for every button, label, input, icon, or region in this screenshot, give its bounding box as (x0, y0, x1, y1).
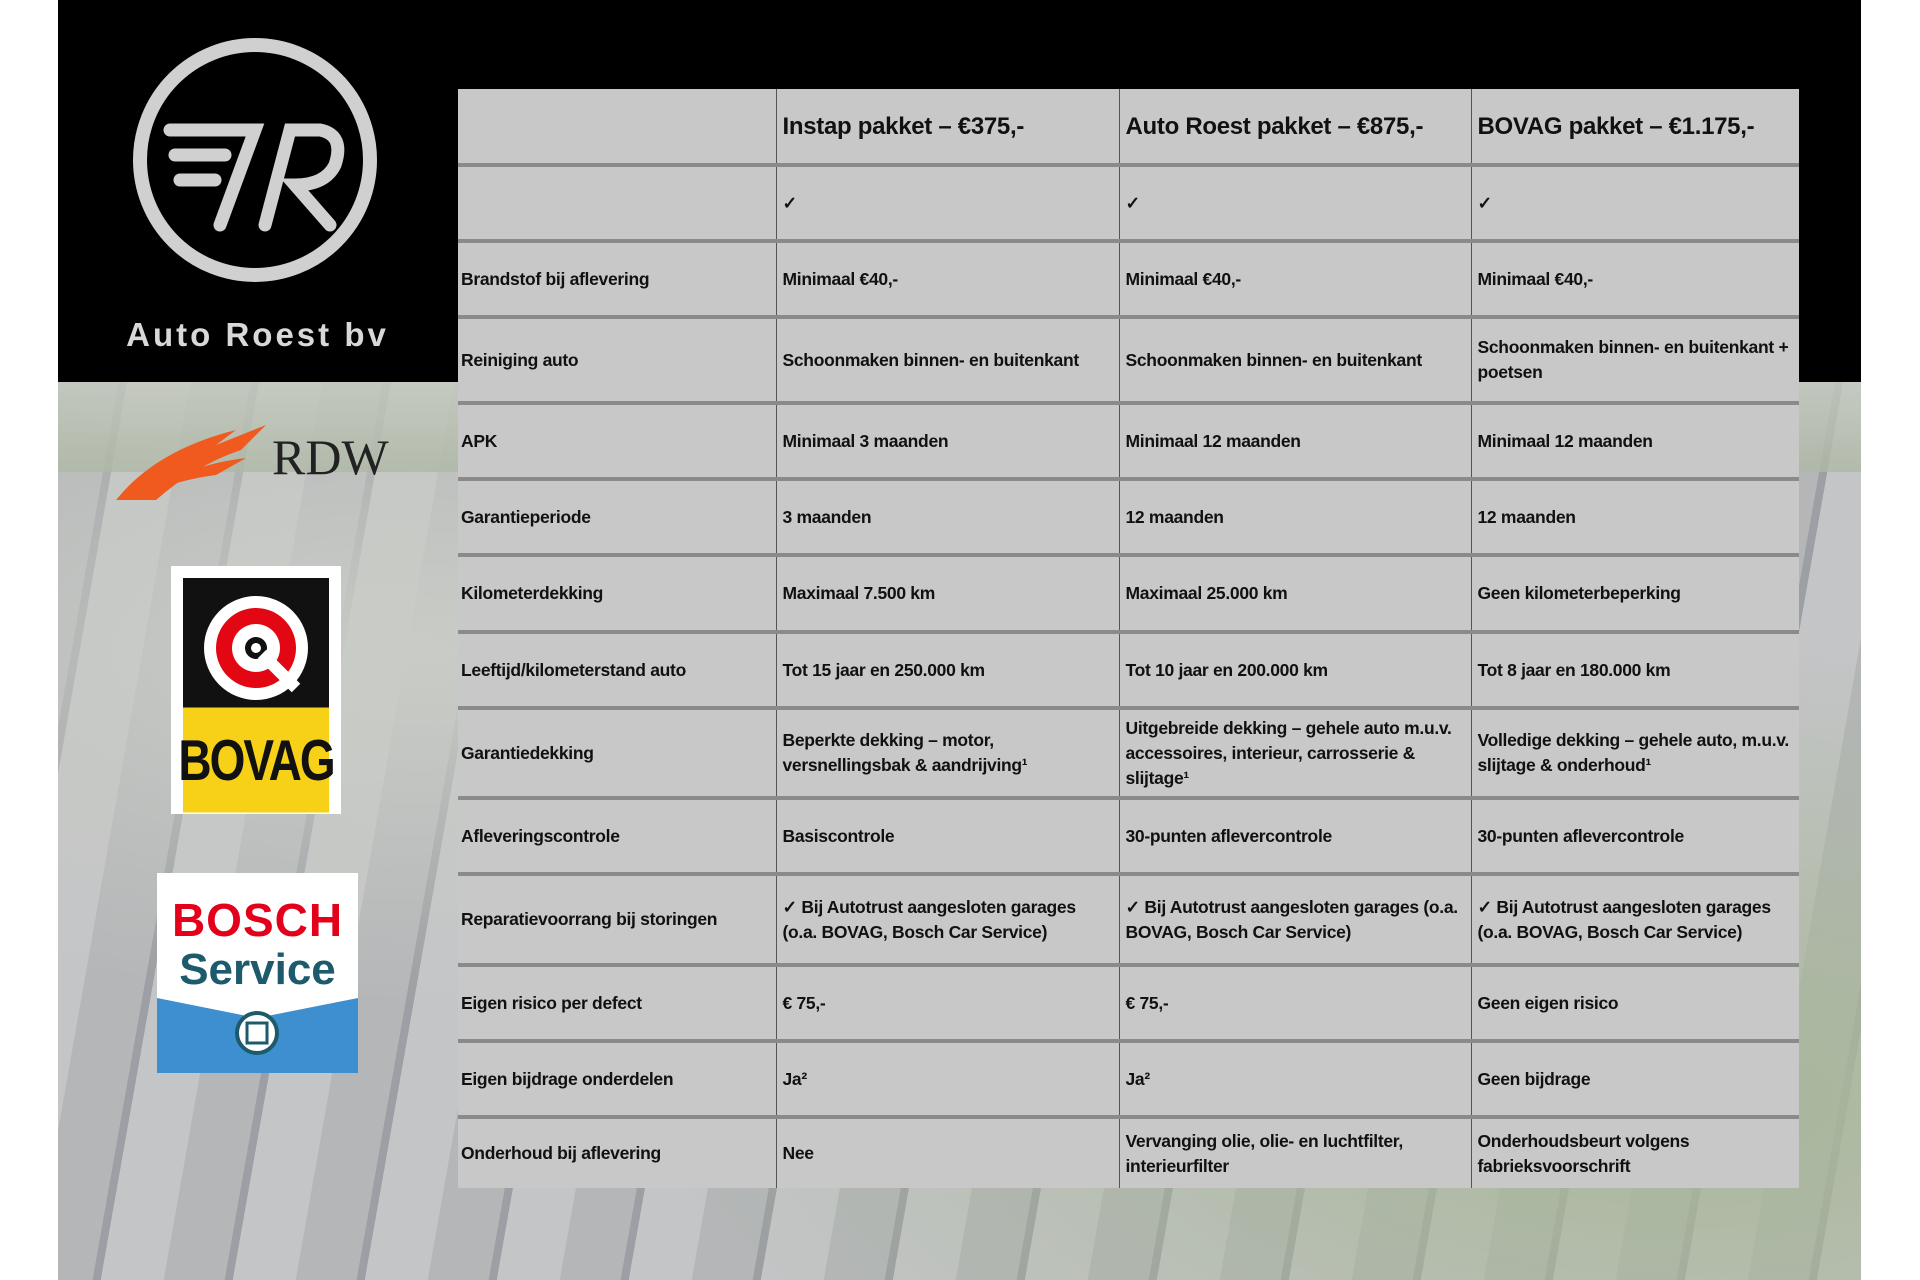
table-row: Onderhoud bij aflevering Nee Vervanging ol… (458, 1115, 1799, 1188)
row-label: Onderhoud bij aflevering (458, 1115, 776, 1188)
table-cell: ✓ Bij Autotrust aangesloten garages (o.a… (1470, 872, 1799, 965)
row-label (458, 163, 776, 241)
row-label: Eigen risico per defect (458, 963, 776, 1041)
rdw-text: RDW (272, 429, 389, 485)
table-cell: Schoonmaken binnen- en buitenkant + poet… (1470, 315, 1799, 403)
table-cell: Beperkte dekking – motor, versnellingsba… (775, 706, 1119, 798)
table-cell: Minimaal €40,- (775, 239, 1119, 317)
table-cell: Uitgebreide dekking – gehele auto m.u.v.… (1118, 706, 1471, 798)
table-cell: Maximaal 25.000 km (1118, 553, 1471, 632)
auto-roest-logo (133, 38, 377, 282)
bosch-armature-icon (157, 998, 358, 1073)
bovag-emblem-icon (204, 596, 308, 700)
column-header: Auto Roest pakket – €875,- (1118, 89, 1471, 165)
table-row: Garantiedekking Beperkte dekking – motor,… (458, 706, 1799, 798)
table-cell: Tot 10 jaar en 200.000 km (1118, 630, 1471, 708)
bovag-text: BOVAG (178, 707, 336, 813)
table-row: APK Minimaal 3 maanden Minimaal 12 maanden… (458, 401, 1799, 479)
row-label: Reiniging auto (458, 315, 776, 403)
table-cell: ✓ Bij Autotrust aangesloten garages (o.a… (775, 872, 1119, 965)
table-cell: ✓ (775, 163, 1119, 241)
package-comparison-table: Instap pakket – €375,- Auto Roest pakket … (458, 89, 1799, 1188)
table-cell: 12 maanden (1470, 477, 1799, 555)
table-cell: Ja² (1118, 1039, 1471, 1117)
table-cell: 12 maanden (1118, 477, 1471, 555)
table-cell: € 75,- (1118, 963, 1471, 1041)
table-cell: Geen eigen risico (1470, 963, 1799, 1041)
table-cell: Ja² (775, 1039, 1119, 1117)
table-row: Eigen risico per defect € 75,- € 75,- Geen … (458, 963, 1799, 1041)
table-cell: Minimaal €40,- (1118, 239, 1471, 317)
service-text: Service (179, 945, 336, 994)
table-row: Reparatievoorrang bij storingen ✓ Bij Aut… (458, 872, 1799, 965)
table-cell: Schoonmaken binnen- en buitenkant (1118, 315, 1471, 403)
bosch-text: BOSCH (171, 894, 344, 946)
row-label: Afleveringscontrole (458, 796, 776, 874)
table-row: Leeftijd/kilometerstand auto Tot 15 jaar … (458, 630, 1799, 708)
bosch-service-logo: BOSCH Service (157, 873, 358, 1073)
table-cell: Minimaal 12 maanden (1470, 401, 1799, 479)
column-header (458, 89, 776, 165)
rdw-logo (116, 425, 266, 500)
table-header-row: Instap pakket – €375,- Auto Roest pakket … (458, 89, 1799, 165)
table-cell: ✓ (1118, 163, 1471, 241)
table-cell: Minimaal 3 maanden (775, 401, 1119, 479)
row-label: Reparatievoorrang bij storingen (458, 872, 776, 965)
table-cell: 3 maanden (775, 477, 1119, 555)
row-label: APK (458, 401, 776, 479)
table-row: Brandstof bij aflevering Minimaal €40,- Mi… (458, 239, 1799, 317)
table-row: Kilometerdekking Maximaal 7.500 km Maximaa… (458, 553, 1799, 632)
table-cell: Geen kilometerbeperking (1470, 553, 1799, 632)
bovag-logo: BOVAG (171, 566, 341, 814)
row-label: Garantiedekking (458, 706, 776, 798)
table-cell: € 75,- (775, 963, 1119, 1041)
row-label: Leeftijd/kilometerstand auto (458, 630, 776, 708)
table-cell: Schoonmaken binnen- en buitenkant (775, 315, 1119, 403)
table-cell: 30-punten aflevercontrole (1118, 796, 1471, 874)
table-cell: ✓ (1470, 163, 1799, 241)
table-cell: Onderhoudsbeurt volgens fabrieksvoorschr… (1470, 1115, 1799, 1188)
table-cell: 30-punten aflevercontrole (1470, 796, 1799, 874)
table-cell: Vervanging olie, olie- en luchtfilter, i… (1118, 1115, 1471, 1188)
table-row: ✓ ✓ ✓ (458, 163, 1799, 241)
column-header: Instap pakket – €375,- (775, 89, 1119, 165)
table-row: Reiniging auto Schoonmaken binnen- en bui… (458, 315, 1799, 403)
table-cell: Minimaal 12 maanden (1118, 401, 1471, 479)
row-label: Garantieperiode (458, 477, 776, 555)
table-cell: Volledige dekking – gehele auto, m.u.v. … (1470, 706, 1799, 798)
table-cell: Tot 8 jaar en 180.000 km (1470, 630, 1799, 708)
row-label: Eigen bijdrage onderdelen (458, 1039, 776, 1117)
table-row: Afleveringscontrole Basiscontrole 30-punte… (458, 796, 1799, 874)
table-row: Garantieperiode 3 maanden 12 maanden 12 maa… (458, 477, 1799, 555)
column-header: BOVAG pakket – €1.175,- (1470, 89, 1799, 165)
row-label: Brandstof bij aflevering (458, 239, 776, 317)
brand-name: Auto Roest bv (126, 316, 389, 353)
table-cell: Tot 15 jaar en 250.000 km (775, 630, 1119, 708)
table-cell: Basiscontrole (775, 796, 1119, 874)
row-label: Kilometerdekking (458, 553, 776, 632)
table-cell: Nee (775, 1115, 1119, 1188)
table-cell: Minimaal €40,- (1470, 239, 1799, 317)
table-cell: Maximaal 7.500 km (775, 553, 1119, 632)
table-cell: Geen bijdrage (1470, 1039, 1799, 1117)
table-row: Eigen bijdrage onderdelen Ja² Ja² Geen bijd… (458, 1039, 1799, 1117)
table-cell: ✓ Bij Autotrust aangesloten garages (o.a… (1118, 872, 1471, 965)
